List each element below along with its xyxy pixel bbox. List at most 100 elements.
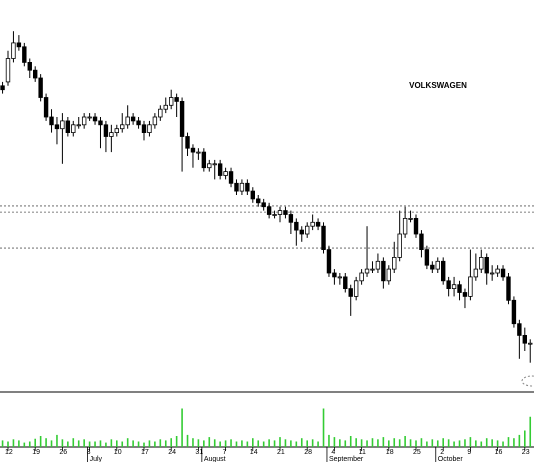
candle-body [76, 124, 81, 127]
chart-title: VOLKSWAGEN [409, 81, 467, 90]
volume-bar [219, 441, 221, 447]
volume-bar [28, 441, 31, 447]
volume-bar [83, 439, 85, 447]
candle-body [506, 276, 511, 301]
candle-body [16, 42, 22, 48]
volume-bar [485, 438, 488, 447]
volume-bar [306, 440, 308, 447]
volume-bar [23, 442, 26, 447]
candle-body [92, 116, 98, 122]
volume-bar [203, 440, 205, 447]
candle-body [283, 210, 288, 215]
candle-body [245, 182, 250, 192]
candle-body [435, 260, 440, 270]
volume-bar [371, 438, 374, 447]
volume-bar [121, 441, 124, 447]
candle-body [484, 256, 489, 274]
volume-bar [447, 439, 450, 447]
candle-body [147, 124, 152, 134]
candle-body [5, 58, 11, 83]
volume-bar [50, 440, 53, 447]
month-label: October [438, 456, 464, 462]
volume-bar [105, 442, 107, 447]
volume-bar [431, 439, 434, 447]
x-tick-label: 7 [223, 449, 227, 456]
candle-body [179, 101, 185, 137]
candle-body [408, 217, 413, 220]
volume-bar [34, 438, 36, 447]
candle-body [38, 77, 43, 98]
candle-body [272, 214, 277, 216]
candle-body [114, 128, 119, 133]
candle-body [158, 108, 163, 118]
volume-bar [398, 439, 401, 447]
x-tick-label: 2 [440, 449, 444, 456]
candle-body [402, 217, 408, 235]
x-tick-label: 4 [331, 449, 335, 456]
candle-body [196, 151, 201, 154]
candle-body [511, 299, 517, 325]
volume-bar [61, 439, 64, 447]
volume-bar [110, 439, 113, 447]
candle-body [0, 85, 5, 91]
volume-bar [148, 440, 151, 447]
candle-body [457, 284, 462, 293]
x-tick-label: 14 [250, 449, 258, 456]
candle-body [370, 268, 375, 271]
volume-bar [317, 441, 319, 447]
candle-body [315, 221, 321, 227]
volume-bar [197, 439, 200, 447]
candle-body [120, 124, 125, 130]
candle-body [49, 116, 54, 126]
candle-body [332, 272, 337, 278]
volume-bar [77, 440, 80, 447]
volume-bar [496, 440, 499, 447]
candle-body [397, 233, 402, 258]
candle-body [207, 163, 212, 169]
volume-bar [56, 434, 58, 447]
candle-body [446, 280, 451, 289]
volume-bar [295, 441, 298, 447]
volume-bar [502, 441, 504, 447]
candle-body [33, 69, 38, 79]
volume-bar [154, 441, 156, 447]
candle-body [468, 276, 473, 297]
candle-body [65, 120, 71, 134]
x-tick-label: 26 [59, 449, 67, 456]
volume-bar [409, 439, 412, 447]
candle-body [261, 202, 266, 208]
candle-body [185, 136, 190, 149]
volume-bar [88, 441, 91, 447]
candle-body [141, 124, 147, 134]
volume-bar [464, 439, 466, 447]
volume-bar [436, 440, 439, 447]
candle-body [43, 97, 49, 118]
volume-bar [224, 440, 227, 447]
volume-bar [67, 441, 69, 447]
volume-bar [328, 434, 330, 447]
volume-bar [388, 440, 390, 447]
candle-body [136, 120, 141, 126]
candle-body [60, 120, 65, 130]
volume-bar [7, 441, 9, 447]
volume-bar [322, 408, 325, 447]
volume-bar [404, 436, 406, 447]
volume-bar [349, 436, 352, 447]
candle-body [359, 272, 364, 282]
volume-bar [132, 440, 134, 447]
candle-body [473, 268, 479, 278]
candle-body [479, 256, 484, 270]
candle-body [528, 342, 533, 345]
volume-bar [126, 438, 129, 447]
month-label: August [204, 456, 226, 462]
candle-body [375, 260, 381, 270]
candle-body [517, 323, 522, 336]
x-tick-label: 11 [359, 449, 366, 456]
volume-bar [208, 437, 211, 447]
candle-body [87, 116, 92, 119]
volume-bar [469, 437, 472, 447]
volume-bar [268, 439, 270, 447]
candle-body [217, 163, 223, 176]
volume-bar [12, 439, 15, 447]
candle-body [495, 268, 500, 274]
